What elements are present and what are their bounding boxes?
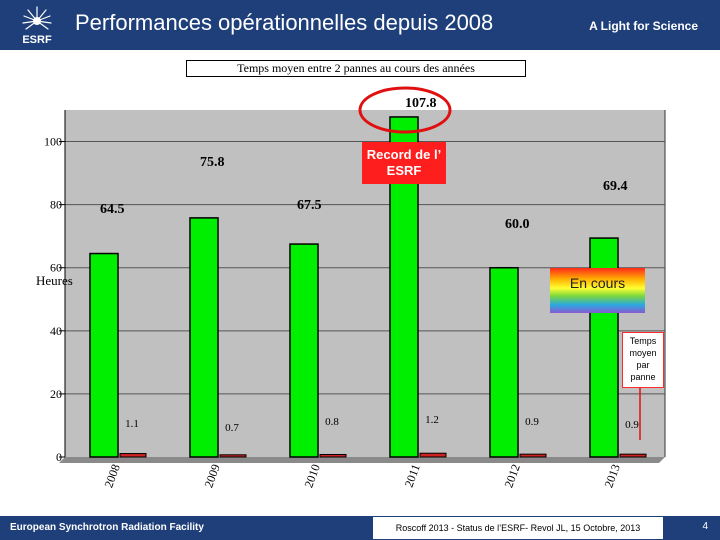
x-tick-label: 2010 xyxy=(301,462,322,489)
bar-value-label: 64.5 xyxy=(100,202,125,217)
small-value-label: 0.7 xyxy=(225,422,239,434)
x-tick-labels: 2008 2009 2010 2011 2012 2013 xyxy=(101,462,622,489)
y-tick-label: 60 xyxy=(50,261,62,275)
bars xyxy=(89,116,647,458)
bar-value-label: 75.8 xyxy=(200,155,225,170)
bar-2012 xyxy=(489,266,519,458)
chart-title: Temps moyen entre 2 pannes au cours des … xyxy=(186,60,526,77)
small-bar-2013 xyxy=(619,453,647,458)
x-tick-label: 2013 xyxy=(601,462,622,489)
bar-chart: 0 20 40 60 80 100 Heures 64.5 1.1 75.8 0.7 67.5 0.8… xyxy=(36,86,666,490)
bar-value-label: 67.5 xyxy=(297,198,322,213)
bar-2010 xyxy=(289,243,319,458)
y-axis: 0 20 40 60 80 100 Heures xyxy=(36,110,73,464)
in-progress-box: En cours xyxy=(550,268,645,313)
record-highlight-ellipse xyxy=(358,86,452,134)
data-labels: 64.5 1.1 75.8 0.7 67.5 0.8 107.8 1.2 60.0 0.9 69.4… xyxy=(100,96,639,434)
bar-2008 xyxy=(89,252,119,458)
small-bar-2008 xyxy=(119,453,147,458)
plot-floor xyxy=(59,457,665,463)
y-tick-label: 20 xyxy=(50,387,62,401)
footer-caption: Roscoff 2013 - Status de l’ESRF- Revol J… xyxy=(373,517,663,539)
x-tick-label: 2012 xyxy=(501,462,522,489)
bar-value-label: 69.4 xyxy=(603,179,628,194)
y-axis-label: Heures xyxy=(36,273,73,288)
bar-2009 xyxy=(189,217,219,458)
x-tick-label: 2008 xyxy=(101,462,122,489)
page-title: Performances opérationnelles depuis 2008 xyxy=(75,10,494,35)
small-value-label: 1.2 xyxy=(425,414,439,426)
tagline: A Light for Science xyxy=(589,19,698,33)
small-bar-2011 xyxy=(419,452,447,458)
logo-text: ESRF xyxy=(22,34,52,46)
esrf-logo: ESRF xyxy=(22,6,52,46)
y-tick-label: 100 xyxy=(44,135,62,149)
gridlines xyxy=(65,141,665,395)
small-bar-2010 xyxy=(319,453,347,458)
small-value-label: 0.9 xyxy=(625,419,639,431)
bar-value-label: 60.0 xyxy=(505,217,530,232)
small-bar-2009 xyxy=(219,454,247,458)
small-bar-2012 xyxy=(519,453,547,458)
note-box: Temps moyen par panne xyxy=(622,332,664,388)
y-tick-label: 80 xyxy=(50,198,62,212)
x-tick-label: 2009 xyxy=(201,462,222,489)
footer-org: European Synchrotron Radiation Facility xyxy=(10,522,204,533)
bar-value-label: 107.8 xyxy=(405,96,437,111)
small-value-label: 0.9 xyxy=(525,416,539,428)
y-tick-label: 0 xyxy=(56,450,62,464)
record-callout: Record de l’ ESRF xyxy=(362,142,446,184)
header-bar: ESRF Performances opérationnelles depuis… xyxy=(0,0,720,50)
y-tick-label: 40 xyxy=(50,324,62,338)
small-value-label: 1.1 xyxy=(125,418,139,430)
small-value-label: 0.8 xyxy=(325,416,339,428)
page-number: 4 xyxy=(702,521,708,532)
x-tick-label: 2011 xyxy=(402,462,423,489)
